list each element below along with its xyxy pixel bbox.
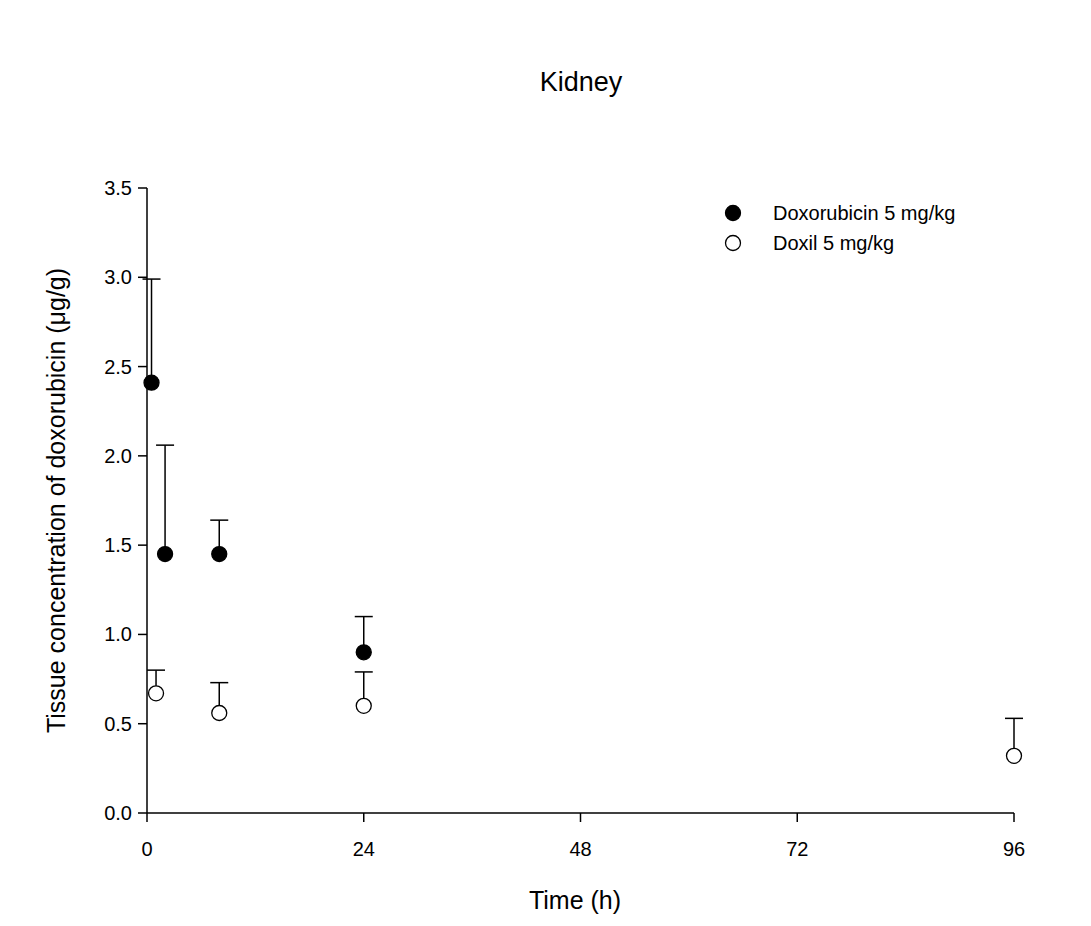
title: Kidney [540, 67, 623, 97]
x-tick [797, 813, 799, 822]
chart: Kidney 0.0 0.5 1.0 1.5 2.0 2.5 3.0 3.5 0 24 48 72 96 T… [0, 0, 1091, 926]
y-tick-label: 2.0 [104, 445, 132, 467]
x-tick-label: 0 [141, 838, 152, 860]
error-bar [156, 445, 174, 554]
y-tick [138, 366, 147, 368]
legend-marker [726, 206, 741, 221]
x-tick [363, 813, 365, 822]
x-tick-label: 96 [1003, 838, 1025, 860]
data-point [149, 686, 164, 701]
y-tick [138, 455, 147, 457]
x-tick-label: 72 [786, 838, 808, 860]
y-tick-label: 0.0 [104, 802, 132, 824]
data-point [1007, 748, 1022, 763]
data-point [356, 698, 371, 713]
data-point [212, 706, 227, 721]
data-point [144, 375, 159, 390]
y-tick [138, 187, 147, 189]
y-tick [138, 634, 147, 636]
legend-label: Doxorubicin 5 mg/kg [773, 202, 955, 224]
y-tick [138, 723, 147, 725]
legend-marker [726, 236, 741, 251]
y-axis [146, 188, 148, 813]
x-tick-label: 48 [569, 838, 591, 860]
y-axis-label: Tissue concentration of doxorubicin (μg/… [42, 268, 70, 733]
y-tick-label: 3.5 [104, 177, 132, 199]
x-tick [146, 813, 148, 822]
y-tick [138, 812, 147, 814]
y-tick-label: 1.0 [104, 623, 132, 645]
x-tick-label: 24 [353, 838, 375, 860]
error-bar [143, 279, 161, 383]
x-tick [1013, 813, 1015, 822]
y-tick [138, 544, 147, 546]
y-tick-label: 2.5 [104, 356, 132, 378]
x-axis-label: Time (h) [529, 886, 621, 914]
y-tick-label: 0.5 [104, 713, 132, 735]
y-tick [138, 277, 147, 279]
y-tick-label: 1.5 [104, 534, 132, 556]
data-point [158, 547, 173, 562]
legend-label: Doxil 5 mg/kg [773, 232, 894, 254]
data-point [212, 547, 227, 562]
y-tick-label: 3.0 [104, 266, 132, 288]
data-point [356, 645, 371, 660]
plot-area [143, 279, 1023, 763]
x-tick [580, 813, 582, 822]
